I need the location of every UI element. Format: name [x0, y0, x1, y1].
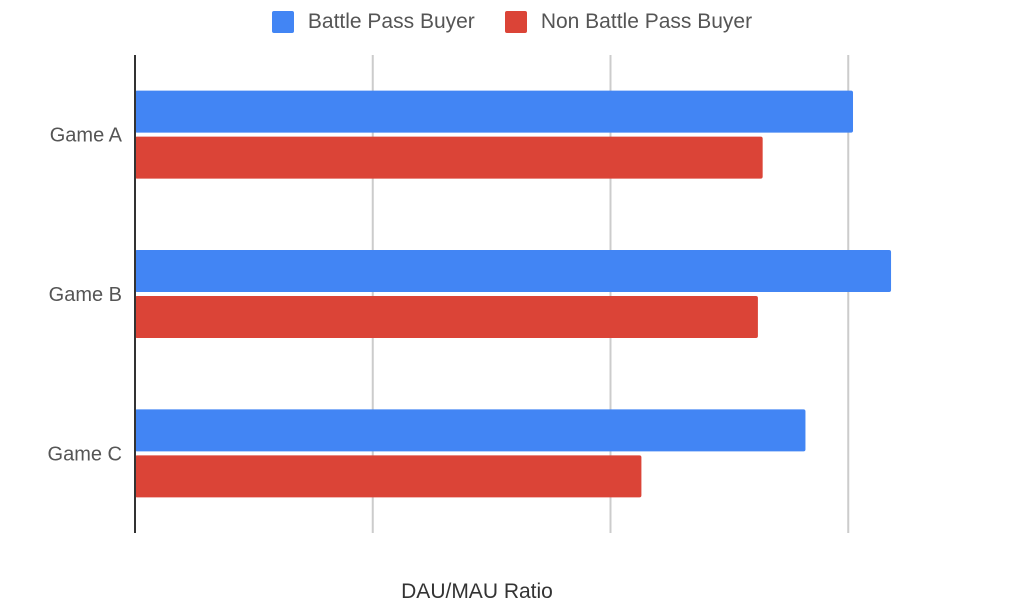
- bar-game-b-non-battle-pass-buyer[interactable]: [135, 296, 758, 338]
- legend-swatch-battle-pass-buyer: [271, 11, 294, 33]
- bar-game-c-battle-pass-buyer[interactable]: [135, 409, 806, 452]
- category-label-game-b: Game B: [49, 284, 122, 306]
- bars: [135, 90, 892, 498]
- bar-game-c-non-battle-pass-buyer[interactable]: [135, 455, 642, 498]
- legend-label-battle-pass-buyer: Battle Pass Buyer: [307, 10, 475, 33]
- category-labels: Game A Game B Game C: [48, 125, 123, 466]
- bar-game-b-battle-pass-buyer[interactable]: [135, 250, 892, 292]
- legend-swatch-non-battle-pass-buyer: [504, 11, 527, 33]
- category-label-game-a: Game A: [50, 125, 123, 147]
- legend-label-non-battle-pass-buyer: Non Battle Pass Buyer: [540, 10, 753, 33]
- legend: Battle Pass Buyer Non Battle Pass Buyer: [0, 10, 1024, 34]
- bar-game-a-non-battle-pass-buyer[interactable]: [135, 136, 763, 179]
- x-axis-title: DAU/MAU Ratio: [401, 580, 553, 603]
- category-label-game-c: Game C: [48, 443, 122, 465]
- gridlines: [371, 55, 850, 533]
- legend-item-non-battle-pass-buyer[interactable]: Non Battle Pass Buyer: [504, 10, 753, 34]
- bar-game-a-battle-pass-buyer[interactable]: [135, 90, 854, 133]
- legend-item-battle-pass-buyer[interactable]: Battle Pass Buyer: [271, 10, 475, 34]
